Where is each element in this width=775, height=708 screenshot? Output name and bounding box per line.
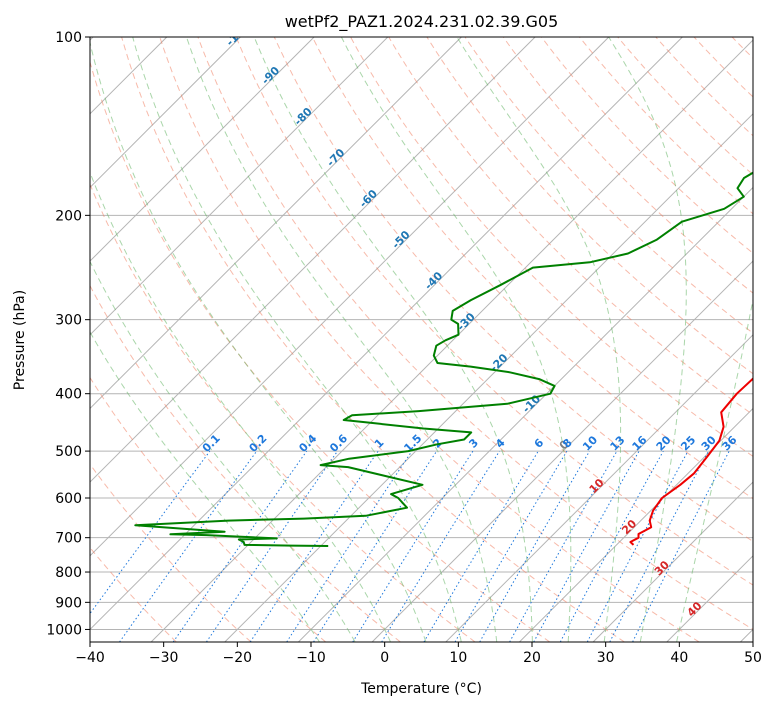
y-axis: 100 200 300 400 500 600 700 800 900 1000 bbox=[46, 30, 90, 638]
dry-adiabat-line bbox=[90, 60, 551, 642]
dry-adiabat-line bbox=[350, 37, 753, 457]
dry-adiabat-line bbox=[311, 37, 753, 500]
y-tick-label: 700 bbox=[55, 531, 82, 547]
mixing-ratio-line bbox=[509, 450, 618, 642]
isotherm-line bbox=[371, 260, 753, 642]
isotherm-line bbox=[90, 37, 241, 189]
dry-adiabat-line bbox=[235, 37, 753, 586]
mixing-ratio-lines bbox=[90, 450, 730, 642]
x-tick-label: 10 bbox=[449, 650, 467, 666]
isotherm-line bbox=[90, 37, 462, 410]
isotherm-line bbox=[90, 37, 389, 336]
y-tick-label: 600 bbox=[55, 491, 82, 507]
moist-adiabat-line bbox=[90, 260, 356, 642]
mixing-ratio-line bbox=[454, 450, 568, 642]
y-tick-label: 1000 bbox=[46, 622, 82, 638]
x-axis-label: Temperature (°C) bbox=[360, 681, 482, 697]
plot-area: -100-90-80-70-60-50-40-30-20-10010203040… bbox=[90, 20, 753, 642]
mixing-ratio-line bbox=[352, 450, 474, 642]
dry-adiabat-line bbox=[502, 37, 753, 294]
mixing-ratio-line bbox=[381, 450, 500, 642]
dewpoint-profile-line bbox=[134, 171, 753, 547]
moist-adiabat-line bbox=[253, 37, 533, 642]
dry-adiabat-line bbox=[464, 37, 753, 334]
dry-adiabat-line bbox=[159, 37, 700, 642]
dry-adiabat-line bbox=[579, 37, 753, 215]
isotherm-line bbox=[445, 334, 753, 642]
x-tick-label: −20 bbox=[223, 650, 253, 666]
isotherm-line bbox=[90, 37, 610, 557]
x-tick-label: −40 bbox=[75, 650, 105, 666]
isotherm-line bbox=[592, 481, 753, 642]
mixing-ratio-line bbox=[172, 450, 308, 642]
isotherm-line bbox=[150, 39, 753, 642]
x-tick-label: 40 bbox=[670, 650, 688, 666]
dry-adiabats bbox=[90, 37, 753, 642]
dry-adiabat-label: -100 bbox=[224, 20, 253, 49]
y-tick-label: 800 bbox=[55, 565, 82, 581]
mixing-ratio-line bbox=[479, 450, 591, 642]
plot-frame bbox=[89, 36, 754, 643]
mixing-ratio-line bbox=[559, 450, 664, 642]
mixing-ratio-line bbox=[423, 450, 539, 642]
moist-adiabat-line bbox=[676, 296, 753, 642]
dry-adiabat-line bbox=[388, 37, 753, 416]
x-axis: −40 −30 −20 −10 0 10 20 30 40 50 bbox=[75, 642, 762, 666]
x-tick-label: 30 bbox=[597, 650, 615, 666]
mixing-ratio-line bbox=[533, 450, 640, 642]
isotherm-line bbox=[224, 113, 753, 642]
y-tick-label: 400 bbox=[55, 387, 82, 403]
moist-adiabat-line bbox=[186, 37, 498, 642]
isotherm-grid bbox=[90, 37, 753, 642]
moist-adiabats bbox=[90, 37, 753, 642]
x-tick-label: 50 bbox=[744, 650, 762, 666]
x-tick-label: −10 bbox=[296, 650, 326, 666]
y-tick-label: 100 bbox=[55, 30, 82, 46]
y-tick-label: 200 bbox=[55, 208, 82, 224]
x-tick-label: 20 bbox=[523, 650, 541, 666]
y-tick-label: 500 bbox=[55, 444, 82, 460]
moist-adiabat-line bbox=[90, 330, 320, 642]
temperature-profile-line bbox=[629, 377, 753, 546]
mixing-ratio-line bbox=[205, 450, 338, 642]
mixing-ratio-line bbox=[90, 450, 211, 615]
profile-series bbox=[134, 171, 753, 547]
y-axis-label: Pressure (hPa) bbox=[12, 290, 28, 390]
y-tick-label: 900 bbox=[55, 595, 82, 611]
isotherm-line bbox=[519, 407, 753, 642]
x-tick-label: 0 bbox=[380, 650, 389, 666]
y-tick-label: 300 bbox=[55, 313, 82, 329]
chart-title: wetPf2_PAZ1.2024.231.02.39.G05 bbox=[285, 12, 559, 32]
x-tick-label: −30 bbox=[149, 650, 179, 666]
moist-adiabat-line bbox=[90, 40, 427, 642]
moist-adiabat-line bbox=[132, 37, 462, 642]
moist-adiabat-line bbox=[90, 171, 391, 642]
dry-adiabat-line bbox=[197, 37, 753, 631]
moist-adiabat-line bbox=[340, 37, 572, 642]
dry-adiabat-line bbox=[90, 284, 401, 642]
dry-adiabat-line bbox=[90, 463, 252, 642]
mixing-ratio-line bbox=[119, 450, 258, 642]
isotherm-line bbox=[90, 37, 536, 483]
isotherm-line bbox=[90, 37, 315, 262]
moist-adiabat-line bbox=[608, 37, 687, 642]
dry-adiabat-line bbox=[617, 37, 753, 176]
dry-adiabat-line bbox=[121, 37, 625, 642]
isotherm-line bbox=[90, 37, 683, 631]
